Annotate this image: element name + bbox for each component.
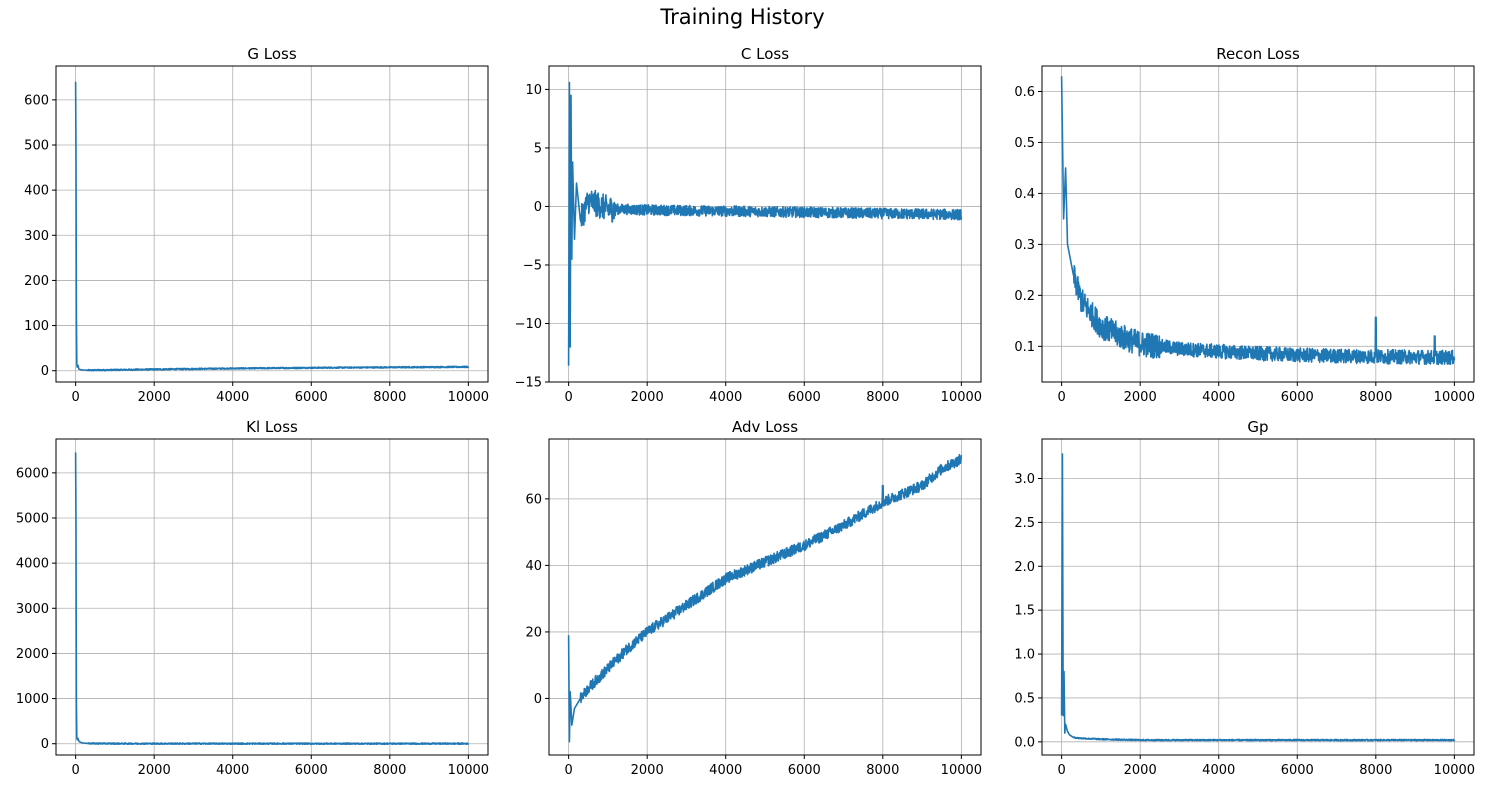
x-tick-label: 8000 [866, 763, 899, 778]
x-tick-label: 2000 [138, 390, 171, 405]
y-tick-label: 500 [24, 139, 49, 154]
x-tick-label: 8000 [373, 763, 406, 778]
y-tick-label: 1.5 [1014, 604, 1035, 619]
axes-frame [55, 438, 489, 756]
x-tick-label: 10000 [448, 390, 489, 405]
y-tick-label: 0.4 [1014, 187, 1035, 202]
subplot-title: Recon Loss [1216, 45, 1300, 63]
y-tick-label: −15 [515, 376, 542, 391]
x-tick-label: 6000 [295, 763, 328, 778]
y-tick-label: 0 [534, 200, 542, 215]
y-tick-label: 10 [525, 83, 542, 98]
subplot-title: G Loss [247, 45, 296, 63]
series-line [74, 81, 470, 372]
series-line [1060, 453, 1456, 742]
x-tick-label: 0 [1057, 390, 1065, 405]
y-tick-label: 0 [41, 737, 49, 752]
y-tick-label: 40 [525, 559, 542, 574]
y-tick-label: 2000 [16, 647, 49, 662]
y-tick-label: 3.0 [1014, 472, 1035, 487]
x-tick-label: 10000 [448, 763, 489, 778]
y-tick-label: 4000 [16, 557, 49, 572]
subplot-title: C Loss [741, 45, 789, 63]
x-tick-label: 4000 [216, 763, 249, 778]
x-tick-label: 8000 [866, 390, 899, 405]
x-tick-label: 8000 [1359, 763, 1392, 778]
subplot-6: Gp 0 2000 4000 6000 8000 10000 0.0 0.5 1.0 1.5 2.0 2… [1014, 418, 1475, 778]
subplot-5: Adv Loss 0 2000 4000 6000 8000 10000 0 20 40 60 [525, 418, 982, 778]
subplot-2: C Loss 0 2000 4000 6000 8000 10000 −15 −10 −5 0 5 10 [515, 45, 982, 405]
x-tick-label: 2000 [1124, 763, 1157, 778]
y-tick-label: −5 [523, 258, 542, 273]
axes-frame [1041, 65, 1475, 383]
y-tick-label: 100 [24, 319, 49, 334]
x-tick-label: 6000 [1281, 390, 1314, 405]
y-tick-label: 0.0 [1014, 735, 1035, 750]
x-tick-label: 0 [564, 763, 572, 778]
x-tick-label: 0 [71, 763, 79, 778]
axes-frame [548, 438, 982, 756]
axes-frame [55, 65, 489, 383]
y-tick-label: 5000 [16, 512, 49, 527]
series-line [567, 453, 963, 743]
x-tick-label: 4000 [1202, 390, 1235, 405]
y-tick-label: 400 [24, 184, 49, 199]
y-tick-label: 0.3 [1014, 238, 1035, 253]
x-tick-label: 2000 [138, 763, 171, 778]
y-tick-label: 60 [525, 492, 542, 507]
y-tick-label: 2.0 [1014, 560, 1035, 575]
y-tick-label: 20 [525, 625, 542, 640]
series-line [74, 452, 470, 746]
y-tick-label: 200 [24, 274, 49, 289]
x-tick-label: 0 [71, 390, 79, 405]
y-tick-label: 0.5 [1014, 691, 1035, 706]
x-tick-label: 10000 [1434, 763, 1475, 778]
x-tick-label: 6000 [1281, 763, 1314, 778]
subplot-1: G Loss 0 2000 4000 6000 8000 10000 0 100 200 300 40… [24, 45, 489, 405]
y-tick-label: 5 [534, 141, 542, 156]
x-tick-label: 8000 [373, 390, 406, 405]
y-tick-label: 2.5 [1014, 516, 1035, 531]
y-tick-label: 6000 [16, 466, 49, 481]
figure-title: Training History [660, 5, 825, 29]
axes-frame [1041, 438, 1475, 756]
y-tick-label: 0 [41, 364, 49, 379]
x-tick-label: 6000 [788, 763, 821, 778]
x-tick-label: 4000 [216, 390, 249, 405]
x-tick-label: 4000 [1202, 763, 1235, 778]
y-tick-label: 0 [534, 692, 542, 707]
x-tick-label: 2000 [631, 763, 664, 778]
y-tick-label: 0.2 [1014, 289, 1035, 304]
x-tick-label: 2000 [631, 390, 664, 405]
x-tick-label: 2000 [1124, 390, 1157, 405]
y-tick-label: 0.1 [1014, 340, 1035, 355]
y-tick-label: 300 [24, 229, 49, 244]
subplot-title: Gp [1247, 418, 1268, 436]
x-tick-label: 10000 [1434, 390, 1475, 405]
x-tick-label: 0 [1057, 763, 1065, 778]
x-tick-label: 8000 [1359, 390, 1392, 405]
y-tick-label: 0.6 [1014, 85, 1035, 100]
subplot-title: Adv Loss [732, 418, 798, 436]
x-tick-label: 6000 [788, 390, 821, 405]
y-tick-label: 1000 [16, 692, 49, 707]
y-tick-label: 600 [24, 93, 49, 108]
subplot-3: Recon Loss 0 2000 4000 6000 8000 10000 0.1 0.2 0.… [1014, 45, 1475, 405]
subplot-title: Kl Loss [246, 418, 298, 436]
x-tick-label: 0 [564, 390, 572, 405]
y-tick-label: 1.0 [1014, 648, 1035, 663]
axes-frame [548, 65, 982, 383]
subplot-4: Kl Loss 0 2000 4000 6000 8000 10000 0 1000 2000 30… [16, 418, 489, 778]
x-tick-label: 10000 [941, 763, 982, 778]
series-line [567, 81, 963, 366]
x-tick-label: 4000 [709, 390, 742, 405]
x-tick-label: 6000 [295, 390, 328, 405]
y-tick-label: 0.5 [1014, 136, 1035, 151]
x-tick-label: 10000 [941, 390, 982, 405]
series-line [1060, 76, 1456, 366]
y-tick-label: 3000 [16, 602, 49, 617]
x-tick-label: 4000 [709, 763, 742, 778]
y-tick-label: −10 [515, 317, 542, 332]
